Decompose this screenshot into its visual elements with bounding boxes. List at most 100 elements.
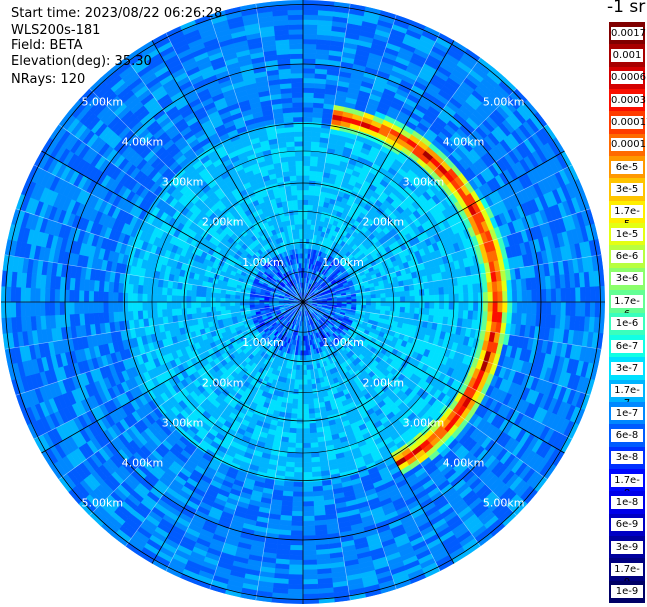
ppi-gate [394,306,401,313]
ppi-gate [356,295,362,300]
ppi-gate [292,486,304,493]
ppi-gate [302,544,317,551]
ppi-gate [302,121,313,128]
ppi-gate [375,293,382,299]
ppi-gate [307,384,313,390]
ppi-gate [541,289,547,303]
ppi-gate [302,116,313,123]
ppi-gate [302,593,319,600]
ppi-gate [302,243,307,249]
ppi-gate [482,301,489,312]
ppi-gate [293,476,304,483]
ppi-gate [302,97,314,103]
ppi-gate [429,294,435,303]
ppi-gate [492,301,499,313]
ppi-gate [302,379,308,386]
ppi-gate [428,288,435,296]
ppi-gate [302,569,318,576]
ppi-gate [302,413,310,420]
ppi-gate [526,301,533,315]
ppi-gate [311,461,321,468]
ppi-gate [302,374,308,381]
ppi-gate [580,301,586,318]
ppi-gate [293,384,299,390]
ppi-gate [472,283,479,294]
ppi-gate [293,388,299,395]
ppi-gate [302,204,309,210]
ppi-gate [288,432,297,439]
ppi-gate [310,146,320,153]
ppi-gate [296,408,304,415]
ppi-gate [395,296,401,303]
ppi-gate [291,403,298,410]
ppi-gate [287,583,304,590]
ppi-gate [565,301,572,317]
ppi-gate [306,379,312,385]
ppi-gate [309,170,317,177]
ppi-gate [302,549,317,556]
ppi-gate [308,413,316,419]
ppi-gate [292,496,304,502]
ppi-gate [287,437,297,444]
ppi-gate [292,501,304,507]
ppi-gate [285,461,295,468]
ppi-gate [404,307,411,314]
ppi-gate [516,290,523,303]
ppi-gate [458,293,464,303]
ppi-gate [306,374,312,381]
ppi-gate [312,480,323,488]
ppi-gate [477,301,484,312]
ppi-gate [424,295,430,303]
ppi-gate [434,294,440,303]
ppi-gate [468,301,474,312]
ppi-gate [302,564,318,571]
ppi-gate [408,312,415,320]
ppi-gate [453,293,460,303]
ppi-gate [424,301,430,309]
ppi-gate [408,284,415,292]
ppi-gate [289,422,297,429]
ppi-gate [302,554,317,561]
ppi-gate [507,301,513,314]
ppi-gate [286,447,296,454]
ppi-gate [414,301,421,309]
ppi-gate [306,223,312,230]
ppi-gate [284,471,295,478]
ppi-gate [468,292,474,303]
ppi-gate [473,292,479,303]
ppi-gate [302,102,314,108]
ppi-gate [351,296,357,300]
ppi-gate [414,295,421,303]
ppi-gate [302,472,313,478]
ppi-gate [285,407,293,414]
ppi-gate [302,199,309,205]
ppi-gate [414,307,420,315]
ppi-gate [302,170,311,176]
ppi-gate [302,530,316,537]
ppi-gate [438,308,445,318]
ppi-gate [295,442,304,449]
ppi-gate [404,296,411,303]
ppi-gate [302,481,313,488]
ppi-gate [308,403,315,410]
ppi-gate [309,160,319,167]
ppi-gate [309,175,317,182]
ppi-gate [294,457,304,463]
ppi-gate [302,515,315,522]
ppi-gate [292,491,304,498]
ppi-gate [555,301,562,316]
ppi-gate [310,451,320,458]
ppi-gate [295,437,304,444]
ppi-gate [302,486,314,493]
ppi-gate [365,301,372,306]
ppi-gate [305,350,309,356]
ppi-gate [302,559,318,566]
ppi-gate [302,24,318,30]
ppi-gate [575,301,581,317]
ppi-gate [292,393,299,400]
ppi-gate [287,442,296,449]
ppi-gate [375,301,382,307]
ppi-gate [302,160,311,167]
ppi-gate [443,286,450,295]
ppi-gate [443,294,450,303]
